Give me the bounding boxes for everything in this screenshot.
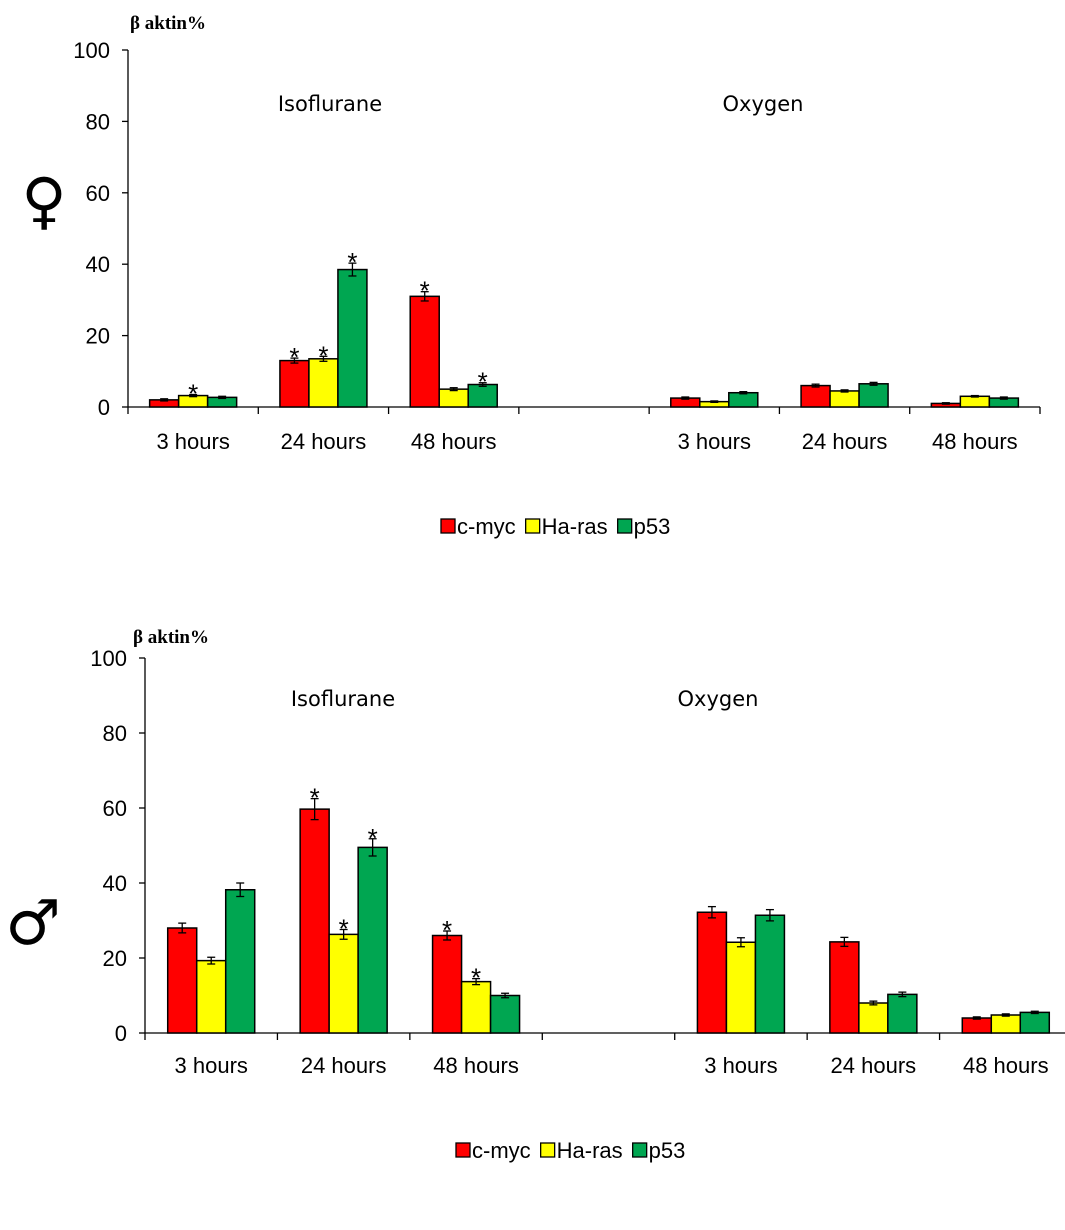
sex-symbol: ♀ xyxy=(21,164,66,237)
bar-c-myc xyxy=(166,927,198,1034)
group-label: Oxygen xyxy=(723,92,804,116)
bar-c-myc xyxy=(696,911,728,1034)
chart-2: 0 20 40 60 80 100 3 hours 24 hours 48 hours 3 hou… xyxy=(5,627,1065,1163)
y-tick-label: 40 xyxy=(103,871,127,896)
bar-Ha-ras xyxy=(829,390,860,408)
bar-Ha-ras xyxy=(959,395,991,408)
y-axis-title: β aktin% xyxy=(130,13,206,34)
bar-c-myc xyxy=(409,295,440,408)
x-tick-label: 48 hours xyxy=(411,429,497,454)
y-tick-label: 0 xyxy=(115,1021,127,1046)
bar-p53 xyxy=(728,391,759,408)
x-tick-label: 24 hours xyxy=(281,429,367,454)
y-tick-label: 100 xyxy=(90,646,127,671)
bar-c-myc xyxy=(299,808,330,1034)
legend-label: Ha-ras xyxy=(557,1138,623,1163)
y-axis-title: β aktin% xyxy=(133,627,209,648)
group-label: Isoflurane xyxy=(291,687,395,711)
bar-p53 xyxy=(224,889,256,1034)
legend: c-myc Ha-ras p53 xyxy=(455,1138,686,1163)
x-tick-label: 24 hours xyxy=(802,429,888,454)
bar-p53 xyxy=(887,993,918,1034)
significance-star: * xyxy=(420,276,430,306)
x-tick-label: 24 hours xyxy=(301,1053,387,1078)
bar-p53 xyxy=(357,846,388,1034)
legend-label: p53 xyxy=(634,514,671,539)
x-tick-label: 3 hours xyxy=(678,429,751,454)
y-tick-label: 0 xyxy=(98,395,110,420)
x-tick-label: 48 hours xyxy=(433,1053,519,1078)
group-label: Isoflurane xyxy=(278,92,382,116)
bar-p53 xyxy=(1019,1011,1051,1034)
x-tick-label: 3 hours xyxy=(704,1053,777,1078)
significance-star: * xyxy=(289,342,299,372)
significance-star: * xyxy=(310,783,320,813)
chart-1: 0 20 40 60 80 100 3 hours 24 hours 48 hours 3 hou… xyxy=(21,13,1041,539)
legend-swatch-Ha-ras xyxy=(540,1142,556,1158)
significance-star: * xyxy=(471,963,481,993)
bar-p53 xyxy=(489,994,521,1034)
bar-c-myc xyxy=(431,934,463,1034)
significance-star: * xyxy=(318,340,328,370)
legend-label: p53 xyxy=(649,1138,686,1163)
bar-c-myc xyxy=(829,941,860,1034)
y-tick-label: 80 xyxy=(86,109,110,134)
bar-Ha-ras xyxy=(725,941,757,1034)
x-tick-label: 3 hours xyxy=(175,1053,248,1078)
y-tick-label: 60 xyxy=(103,796,127,821)
legend-label: c-myc xyxy=(457,514,516,539)
bar-Ha-ras xyxy=(195,959,227,1034)
bar-Ha-ras xyxy=(328,933,359,1034)
bar-Ha-ras xyxy=(858,1002,889,1034)
bar-c-myc xyxy=(961,1017,993,1034)
significance-star: * xyxy=(478,367,488,397)
bar-Ha-ras xyxy=(308,358,339,408)
y-tick-label: 60 xyxy=(86,181,110,206)
significance-star: * xyxy=(368,823,378,853)
significance-star: * xyxy=(188,379,198,409)
group-label: Oxygen xyxy=(678,687,759,711)
bar-p53 xyxy=(754,914,786,1034)
legend-swatch-p53 xyxy=(632,1142,648,1158)
bar-Ha-ras xyxy=(438,388,469,408)
bar-p53 xyxy=(337,268,368,408)
sex-symbol: ♂ xyxy=(5,886,61,959)
x-tick-label: 24 hours xyxy=(831,1053,917,1078)
legend: c-myc Ha-ras p53 xyxy=(440,514,671,539)
legend-swatch-Ha-ras xyxy=(525,518,541,534)
y-tick-label: 40 xyxy=(86,252,110,277)
legend-swatch-p53 xyxy=(617,518,633,534)
significance-star: * xyxy=(442,915,452,945)
bar-Ha-ras xyxy=(990,1014,1022,1034)
significance-star: * xyxy=(347,247,357,277)
legend-label: Ha-ras xyxy=(542,514,608,539)
legend-swatch-c-myc xyxy=(440,518,456,534)
bar-Ha-ras xyxy=(460,980,492,1034)
bar-p53 xyxy=(858,383,889,408)
significance-star: * xyxy=(339,914,349,944)
bar-c-myc xyxy=(800,384,831,408)
legend-swatch-c-myc xyxy=(455,1142,471,1158)
y-tick-label: 100 xyxy=(73,38,110,63)
y-tick-label: 20 xyxy=(86,324,110,349)
legend-label: c-myc xyxy=(472,1138,531,1163)
y-tick-label: 80 xyxy=(103,721,127,746)
x-tick-label: 48 hours xyxy=(963,1053,1049,1078)
y-tick-label: 20 xyxy=(103,946,127,971)
x-tick-label: 48 hours xyxy=(932,429,1018,454)
x-tick-label: 3 hours xyxy=(156,429,229,454)
